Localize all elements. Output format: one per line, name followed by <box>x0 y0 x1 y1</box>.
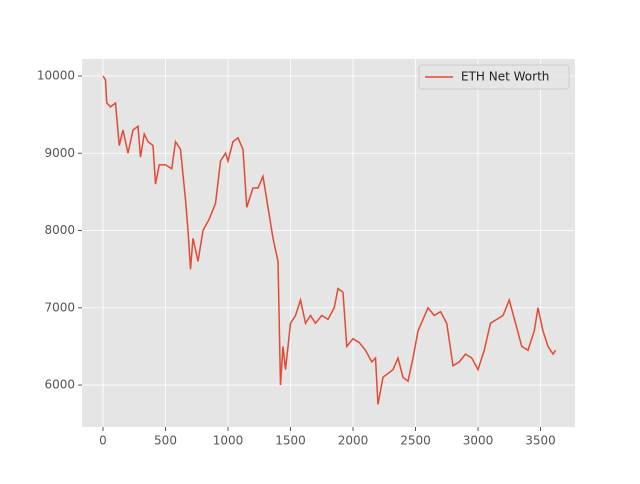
y-tick-label: 9000 <box>44 146 75 160</box>
legend-box <box>418 64 570 90</box>
x-tick-label: 1500 <box>275 434 306 448</box>
x-tick-label: 3500 <box>525 434 556 448</box>
x-tick-label: 3000 <box>463 434 494 448</box>
y-tick-label: 7000 <box>44 300 75 314</box>
data-line <box>102 75 557 405</box>
legend-label: ETH Net Worth <box>461 70 549 84</box>
y-tick-label: 6000 <box>44 378 75 392</box>
y-tick-label: 10000 <box>37 68 75 82</box>
x-tick-label: 2500 <box>400 434 431 448</box>
x-tick-label: 2000 <box>338 434 369 448</box>
x-tick-label: 500 <box>154 434 177 448</box>
x-tick-label: 0 <box>99 434 107 448</box>
x-tick-label: 1000 <box>213 434 244 448</box>
y-tick-label: 8000 <box>44 223 75 237</box>
plot-area <box>82 59 575 427</box>
